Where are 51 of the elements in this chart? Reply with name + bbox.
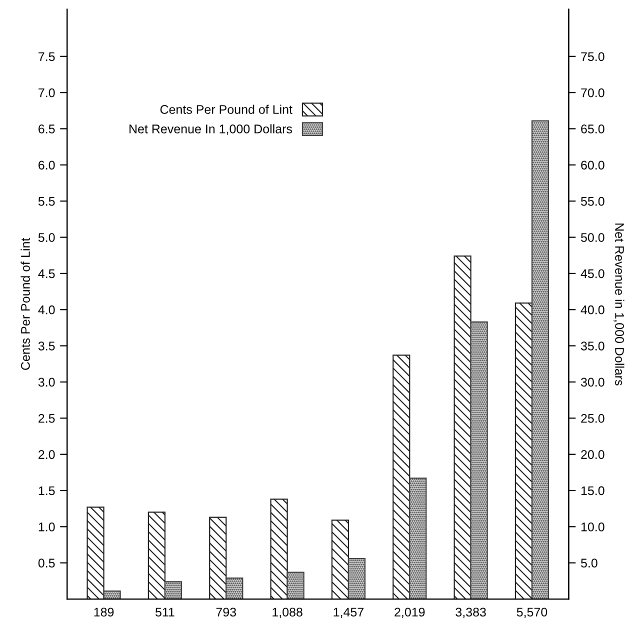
y-tick-label: 7.0 — [38, 88, 55, 98]
y-tick-label: 5.5 — [38, 197, 55, 206]
x-tick-label: 1,088 — [272, 608, 302, 618]
x-tick-label: 1,457 — [334, 608, 364, 618]
y-tick-label: 6.5 — [38, 124, 55, 134]
y2-tick-label: 60.0 — [581, 160, 604, 170]
y-tick-label: 4.0 — [38, 305, 55, 314]
bar — [164, 581, 182, 600]
y-tick-label: 7.5 — [38, 52, 55, 62]
bar — [86, 506, 104, 600]
y2-tick-label: 30.0 — [580, 378, 604, 387]
x-tick-label: 189 — [94, 608, 114, 617]
y-axis-title: Cents Per Pound of Lint — [20, 238, 30, 370]
y2-tick-label: 10.0 — [581, 522, 604, 532]
y2-tick-label: 45.0 — [580, 269, 604, 278]
y2-tick-label: 70.0 — [581, 88, 604, 98]
x-tick-label: 511 — [155, 608, 174, 617]
y-tick-label: 2.5 — [38, 414, 55, 423]
bar — [392, 354, 410, 600]
y2-tick-label: 5.0 — [580, 558, 598, 568]
y-tick-label: 1.5 — [38, 486, 55, 496]
x-tick-label: 5,570 — [516, 608, 548, 618]
x-tick-label: 793 — [216, 608, 236, 617]
y2-tick-label: 65.0 — [581, 124, 604, 134]
bar — [270, 498, 288, 600]
y-tick-label: 1.0 — [38, 522, 55, 532]
y2-tick-label: 25.0 — [581, 414, 604, 423]
y-tick-label: 3.0 — [38, 378, 55, 387]
bar — [226, 578, 244, 600]
y2-tick-label: 40.0 — [580, 305, 604, 314]
x-tick-label: 2,019 — [394, 608, 425, 618]
y-tick-label: 5.0 — [38, 233, 55, 242]
y2-tick-label: 35.0 — [580, 342, 604, 350]
bar — [103, 590, 121, 600]
legend-label: Net Revenue In 1,000 Dollars — [130, 124, 292, 135]
bar — [209, 516, 227, 600]
y-tick-label: 6.0 — [38, 160, 55, 170]
y2-tick-label: 20.0 — [581, 450, 604, 459]
y2-axis-title: Net Revenue in 1,000 Dollars — [614, 224, 624, 386]
bar — [148, 512, 166, 600]
y-tick-label: 3.5 — [38, 342, 55, 350]
y-tick-label: 2.0 — [38, 450, 55, 459]
bar — [286, 572, 304, 600]
y2-tick-label: 15.0 — [581, 486, 604, 496]
y2-tick-label: 50.0 — [580, 233, 604, 242]
y-tick-label: 4.5 — [38, 269, 55, 278]
legend-label: Cents Per Pound of Lint — [160, 104, 292, 114]
y2-tick-label: 75.0 — [581, 52, 604, 62]
x-tick-label: 3,383 — [456, 608, 486, 618]
y2-tick-label: 55.0 — [580, 196, 604, 206]
y-tick-label: 0.5 — [38, 558, 55, 568]
